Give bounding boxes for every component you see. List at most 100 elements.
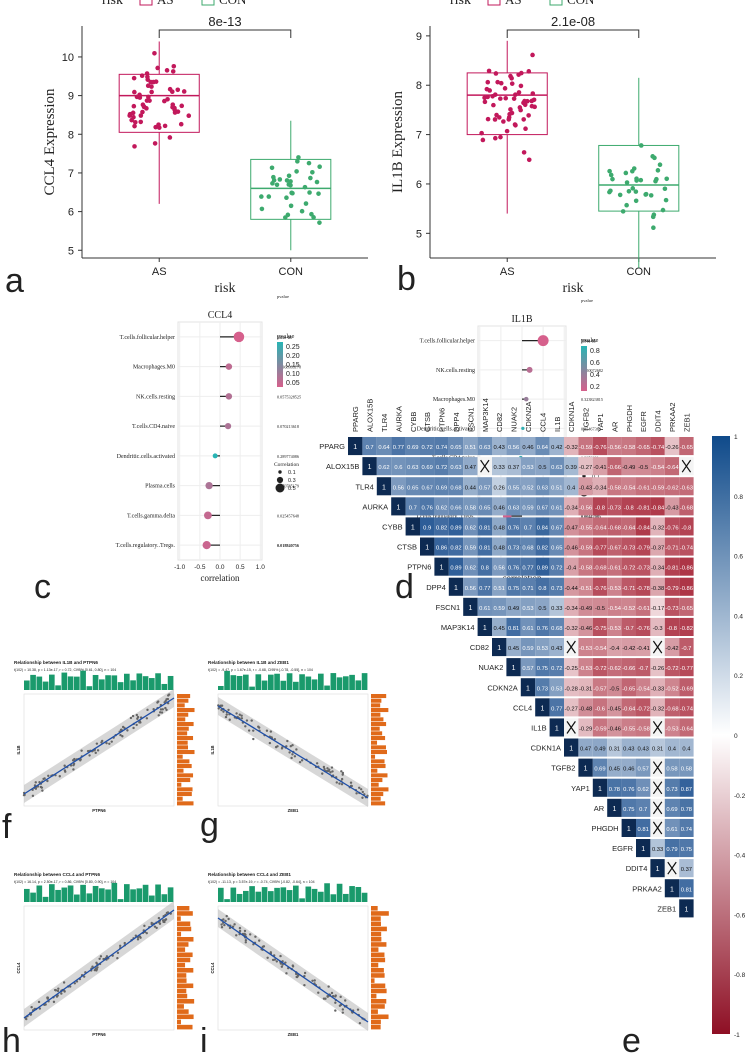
scatter-y-title: IL1B (210, 745, 215, 754)
marginal-histogram-bar (371, 906, 378, 911)
marginal-histogram-bar (74, 676, 80, 690)
heatmap-column-label: YAP1 (596, 413, 605, 432)
heatmap-cell (578, 617, 593, 636)
heatmap-cell (664, 818, 680, 837)
data-point (526, 69, 532, 74)
heatmap-cell-value: -0.3 (653, 626, 663, 632)
scatter-point (339, 995, 342, 999)
heatmap-cell (578, 638, 593, 657)
marginal-histogram-bar (311, 888, 318, 902)
marginal-histogram-bar (371, 764, 386, 769)
heatmap-row-label: CD82 (470, 643, 489, 652)
heatmap-cell-value: 0.65 (450, 445, 461, 451)
heatmap-cell (549, 597, 564, 616)
heatmap-cell (679, 577, 694, 596)
heatmap-cell-value: -0.47 (565, 525, 578, 531)
heatmap-cell (535, 577, 550, 596)
data-point (508, 107, 513, 112)
heatmap-cell-value: 0.72 (551, 566, 562, 572)
data-point (167, 135, 173, 140)
heatmap-cell-value: 0.45 (494, 626, 505, 632)
marginal-histogram-bar (105, 675, 111, 690)
marginal-histogram-bar (177, 906, 190, 911)
heatmap-cell-value: -0.33 (651, 686, 664, 692)
heatmap-cell-value: 0.69 (407, 445, 418, 451)
heatmap-diagonal-cell (376, 477, 392, 496)
heatmap-cell (621, 738, 636, 757)
heatmap-row-label: AR (594, 804, 605, 813)
heatmap-column-label: TGFB2 (582, 408, 591, 432)
cell-type-label: Macrophages.M0 (133, 365, 175, 371)
data-point (624, 180, 630, 185)
data-point (657, 162, 663, 168)
scatter-point (164, 699, 167, 703)
marginal-histogram-bar (177, 911, 193, 916)
heatmap-cell (607, 497, 622, 516)
heatmap-cell-value: 0.79 (666, 847, 677, 853)
scatter-point (247, 729, 251, 732)
heatmap-cell-value: 0.89 (537, 566, 548, 572)
data-point (509, 76, 514, 81)
chart-title: CCL4 (208, 310, 232, 321)
heatmap-cell (664, 698, 680, 717)
heatmap-cell (477, 517, 492, 536)
marginal-histogram-bar (177, 792, 192, 797)
cell-type-label: Dendritic.cells.activated (117, 454, 175, 460)
heatmap-cell (679, 698, 694, 717)
heatmap-cell-value: -0.64 (680, 726, 694, 732)
heatmap-diagonal-value: 1 (497, 645, 501, 652)
marginal-histogram-bar (371, 782, 379, 787)
heatmap-cell (477, 537, 492, 556)
heatmap-cell-value: 0.74 (681, 827, 693, 833)
heatmap-cell-value: 0.81 (681, 887, 692, 893)
scatter-x-title: ZEB1 (288, 808, 299, 813)
heatmap-cell-value: 0.59 (522, 505, 533, 511)
scatter-point (132, 726, 135, 730)
scatter-point (95, 969, 98, 972)
marginal-histogram-bar (177, 694, 191, 699)
heatmap-cell (621, 638, 636, 657)
cell-type-label: Dendritic.cells.activated (417, 426, 475, 432)
heatmap-cell (578, 477, 593, 496)
y-tick-label: 8 (416, 80, 422, 92)
scatter-point (119, 728, 123, 732)
lollipop-point (521, 426, 525, 431)
scatter-point (240, 714, 243, 717)
heatmap-cell (592, 678, 608, 697)
heatmap-column-label: EGFR (639, 411, 648, 432)
marginal-histogram-bar (371, 717, 384, 722)
heatmap-cell-value: 0.56 (465, 586, 476, 592)
heatmap-column-label: ALOX15B (366, 399, 375, 432)
heatmap-cell (506, 437, 521, 456)
heatmap-cell-value: 0.57 (522, 666, 533, 672)
pvalue-text: 0.018840756 (277, 543, 299, 548)
data-point (309, 211, 314, 217)
heatmap-cell (549, 437, 564, 456)
scatter-point (37, 1000, 41, 1004)
scatter-point (286, 739, 289, 743)
heatmap-cell-value: 0.43 (638, 747, 649, 753)
heatmap-cell-value: 0.77 (393, 445, 404, 451)
heatmap-cell (650, 839, 665, 858)
data-point (146, 94, 151, 100)
heatmap-cell-value: -0.44 (565, 586, 579, 592)
heatmap-cell (664, 758, 680, 777)
marginal-histogram-bar (371, 911, 389, 916)
legend-color-title: pvalue (277, 333, 294, 340)
x-tick-label: CON (627, 266, 652, 278)
heatmap-cell (463, 477, 478, 496)
data-point (530, 91, 536, 96)
heatmap-cell (592, 758, 608, 777)
panel-label-f: f (2, 808, 12, 846)
marginal-histogram-bar (349, 886, 355, 902)
heatmap-row-label: CDKN2A (487, 683, 517, 692)
significance-bracket (158, 29, 292, 38)
y-tick-label: 10 (62, 52, 74, 64)
heatmap-cell-value: -0.66 (608, 465, 621, 471)
y-tick-label: 9 (68, 91, 74, 103)
heatmap-cell-value: -0.72 (622, 566, 635, 572)
heatmap-cell (434, 497, 449, 516)
scatter-point (257, 725, 260, 728)
scatter-point (126, 729, 129, 732)
heatmap-cell-value: -0.46 (565, 546, 578, 552)
